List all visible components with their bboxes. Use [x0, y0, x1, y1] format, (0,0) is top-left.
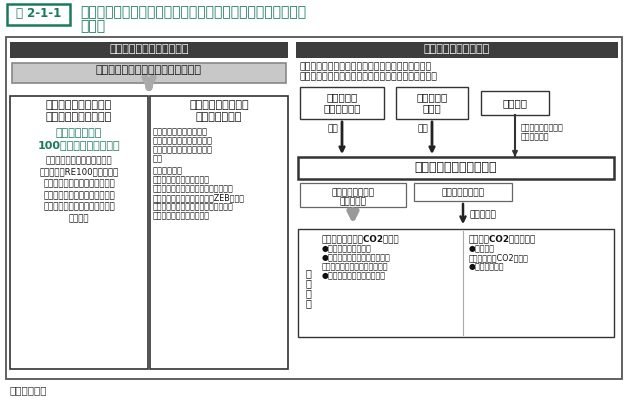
- Text: の設備を一体で導入する事業: の設備を一体で導入する事業: [322, 261, 389, 270]
- Bar: [414, 184, 512, 201]
- Bar: [7, 5, 70, 26]
- Text: 金融機関・企業等: 金融機関・企業等: [441, 188, 484, 196]
- Text: 図 2-1-1: 図 2-1-1: [16, 7, 61, 20]
- Text: 出資: 出資: [327, 124, 338, 133]
- Bar: [300, 184, 406, 207]
- Text: 企業等: 企業等: [423, 103, 441, 113]
- Text: 債務保証等: 債務保証等: [340, 196, 366, 205]
- Text: 脱炭素化に資する事業に対する資金供給等の支援を: 脱炭素化に資する事業に対する資金供給等の支援を: [300, 62, 432, 71]
- Text: 金融機関・: 金融機関・: [416, 92, 448, 102]
- Text: 脱炭素先行地域: 脱炭素先行地域: [56, 128, 102, 138]
- Bar: [150, 97, 288, 369]
- Text: て、以下の重点対策を複数: て、以下の重点対策を複数: [153, 136, 213, 145]
- Text: 強化することにより、民間投資の一層の誘発を図る。: 強化することにより、民間投資の一層の誘発を図る。: [300, 72, 438, 81]
- Bar: [300, 88, 384, 120]
- Text: 脱炭素先行地域づくり: 脱炭素先行地域づくり: [46, 100, 112, 110]
- Text: 取組: 取組: [153, 154, 163, 162]
- Bar: [10, 97, 148, 369]
- Text: ・業務ビル等の徹底省エネ・ZEB化誘導: ・業務ビル等の徹底省エネ・ZEB化誘導: [153, 192, 245, 201]
- Text: 全体像: 全体像: [80, 19, 105, 33]
- Bar: [12, 64, 286, 84]
- Text: ●再エネ・省エネ設備: ●再エネ・省エネ設備: [322, 243, 372, 252]
- Text: 各種認可、監督命令: 各種認可、監督命令: [521, 123, 564, 132]
- Bar: [298, 158, 614, 180]
- Text: 資料：環境省: 資料：環境省: [10, 384, 48, 394]
- Text: に取り組む地方自治体: に取り組む地方自治体: [46, 112, 112, 122]
- Text: 民間資金の活用の促進: 民間資金の活用の促進: [424, 44, 490, 54]
- Text: 年度にわたり複合的に行う: 年度にわたり複合的に行う: [153, 145, 213, 154]
- Text: 【エネルギー起源CO2削減】: 【エネルギー起源CO2削減】: [322, 233, 400, 242]
- Bar: [396, 88, 468, 120]
- Text: ・地域共生・地域循環型再エネの立地: ・地域共生・地域循環型再エネの立地: [153, 184, 234, 192]
- Text: ・住宅・建築物の省エネ性能等の向上: ・住宅・建築物の省エネ性能等の向上: [153, 201, 234, 211]
- Text: ・ゼロカーボン・ドライブ: ・ゼロカーボン・ドライブ: [153, 211, 210, 219]
- Text: ●再エネ・省エネ設備とその他: ●再エネ・省エネ設備とその他: [322, 252, 391, 261]
- Text: 出資: 出資: [417, 124, 428, 133]
- Text: ●資源循環: ●資源循環: [469, 243, 495, 252]
- Text: 地域の特性に応じて、いわば
地域主導のRE100とも言える
取組である「脱炭素先行地域」
をつくることにより、地方創生
にも貢献する多様なプロジェク
トを選定: 地域の特性に応じて、いわば 地域主導のRE100とも言える 取組である「脱炭素先…: [40, 156, 119, 223]
- Bar: [10, 43, 288, 59]
- Text: 【エネ起CO2削減以外】: 【エネ起CO2削減以外】: [469, 233, 536, 242]
- Text: （廃棄物焼却CO2削減）: （廃棄物焼却CO2削減）: [469, 252, 529, 261]
- Text: 地域が掲げた目標に対し: 地域が掲げた目標に対し: [153, 127, 208, 136]
- Text: 地域脱炭素移行・再エネ推進交付金: 地域脱炭素移行・再エネ推進交付金: [96, 65, 202, 75]
- Text: 支援基準策定: 支援基準策定: [521, 132, 550, 141]
- Text: 分: 分: [305, 287, 311, 297]
- Text: 行う地方自治体: 行う地方自治体: [196, 112, 242, 122]
- Bar: [296, 43, 618, 59]
- Text: 資: 資: [305, 277, 311, 287]
- Text: （株）脱炭素化支援機構: （株）脱炭素化支援機構: [414, 160, 497, 174]
- Text: 出資・融資: 出資・融資: [469, 209, 496, 219]
- Text: 100以上のプロジェクト: 100以上のプロジェクト: [38, 140, 121, 150]
- Bar: [6, 38, 622, 379]
- Text: ●普及拡大段階の大規模事業: ●普及拡大段階の大規模事業: [322, 270, 386, 279]
- Text: ＜重点対策＞: ＜重点対策＞: [153, 166, 183, 174]
- Text: 重点対策を加速的に: 重点対策を加速的に: [189, 100, 249, 110]
- Text: 環境大臣: 環境大臣: [502, 98, 528, 108]
- Text: ・自家消費型の太陽光発電: ・自家消費型の太陽光発電: [153, 174, 210, 184]
- Text: 財政投融資: 財政投融資: [327, 92, 357, 102]
- Bar: [481, 92, 549, 116]
- Text: 野: 野: [305, 297, 311, 307]
- Text: ●森林吸収対策: ●森林吸収対策: [469, 261, 504, 270]
- Bar: [298, 229, 614, 337]
- Text: 出資・メザニン・: 出資・メザニン・: [332, 188, 374, 196]
- Text: 地域脱炭素ロードマップに基づく継続的・包括的資金支援の: 地域脱炭素ロードマップに基づく継続的・包括的資金支援の: [80, 5, 306, 19]
- Text: （産業投資）: （産業投資）: [323, 103, 360, 113]
- Text: 地方自治体の取組への支援: 地方自治体の取組への支援: [109, 44, 189, 54]
- Text: 投: 投: [305, 267, 311, 277]
